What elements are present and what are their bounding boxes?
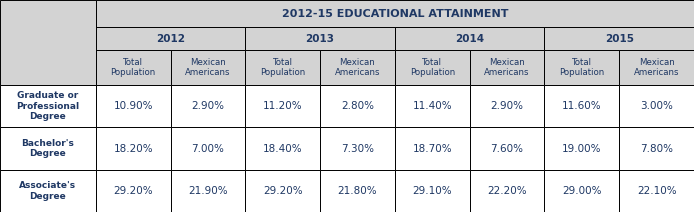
Text: Total
Population: Total Population [110,58,155,77]
Text: Total
Population: Total Population [260,58,305,77]
Bar [96,85,171,127]
Bar [395,170,470,212]
Bar [96,50,171,85]
Text: 2.90%: 2.90% [192,101,224,111]
Bar [544,127,619,170]
Text: 18.40%: 18.40% [263,144,303,153]
Bar [246,170,320,212]
Bar [619,170,694,212]
Bar [619,85,694,127]
Text: Mexican
Americans: Mexican Americans [484,58,530,77]
Bar [171,170,246,212]
Text: 19.00%: 19.00% [562,144,602,153]
Bar [544,170,619,212]
Text: 3.00%: 3.00% [640,101,673,111]
Bar [320,50,395,85]
Text: 2.90%: 2.90% [491,101,523,111]
Text: Total
Population: Total Population [559,58,604,77]
Text: Graduate or
Professional
Degree: Graduate or Professional Degree [17,91,79,121]
Bar [246,85,320,127]
Text: 29.00%: 29.00% [562,186,602,196]
Text: 2012-15 EDUCATIONAL ATTAINMENT: 2012-15 EDUCATIONAL ATTAINMENT [282,8,508,19]
Text: Associate's
Degree: Associate's Degree [19,181,76,201]
Bar [395,27,544,50]
Text: Mexican
Americans: Mexican Americans [335,58,380,77]
Text: 7.30%: 7.30% [341,144,374,153]
Bar [320,170,395,212]
Text: 7.00%: 7.00% [192,144,224,153]
Text: 22.20%: 22.20% [487,186,527,196]
Bar [171,50,246,85]
Text: 7.80%: 7.80% [640,144,673,153]
Text: Mexican
Americans: Mexican Americans [634,58,679,77]
Text: 2.80%: 2.80% [341,101,374,111]
Bar [320,127,395,170]
Bar [246,50,320,85]
Bar [0,127,96,170]
Bar [395,85,470,127]
Text: 18.70%: 18.70% [412,144,452,153]
Bar [320,85,395,127]
Bar [544,50,619,85]
Text: 2014: 2014 [455,33,484,44]
Text: 21.80%: 21.80% [338,186,378,196]
Text: 11.40%: 11.40% [412,101,452,111]
Text: 10.90%: 10.90% [113,101,153,111]
Bar [96,127,171,170]
Text: 21.90%: 21.90% [188,186,228,196]
Bar [0,0,96,85]
Bar [96,27,246,50]
Bar [544,27,694,50]
Bar [0,85,96,127]
Text: 2012: 2012 [156,33,185,44]
Bar [619,127,694,170]
Bar [96,0,694,27]
Text: 18.20%: 18.20% [113,144,153,153]
Text: Mexican
Americans: Mexican Americans [185,58,230,77]
Bar [470,127,544,170]
Text: 2013: 2013 [305,33,335,44]
Bar [0,170,96,212]
Text: Bachelor's
Degree: Bachelor's Degree [22,139,74,158]
Bar [171,127,246,170]
Text: 7.60%: 7.60% [491,144,523,153]
Text: 2015: 2015 [604,33,634,44]
Text: Total
Population: Total Population [409,58,455,77]
Text: 22.10%: 22.10% [637,186,677,196]
Bar [619,50,694,85]
Bar [470,170,544,212]
Bar [470,50,544,85]
Bar [470,85,544,127]
Bar [246,27,395,50]
Bar [395,127,470,170]
Bar [246,127,320,170]
Text: 11.20%: 11.20% [263,101,303,111]
Bar [395,50,470,85]
Bar [544,85,619,127]
Bar [171,85,246,127]
Text: 29.20%: 29.20% [113,186,153,196]
Text: 29.20%: 29.20% [263,186,303,196]
Bar [96,170,171,212]
Text: 29.10%: 29.10% [412,186,452,196]
Text: 11.60%: 11.60% [562,101,602,111]
